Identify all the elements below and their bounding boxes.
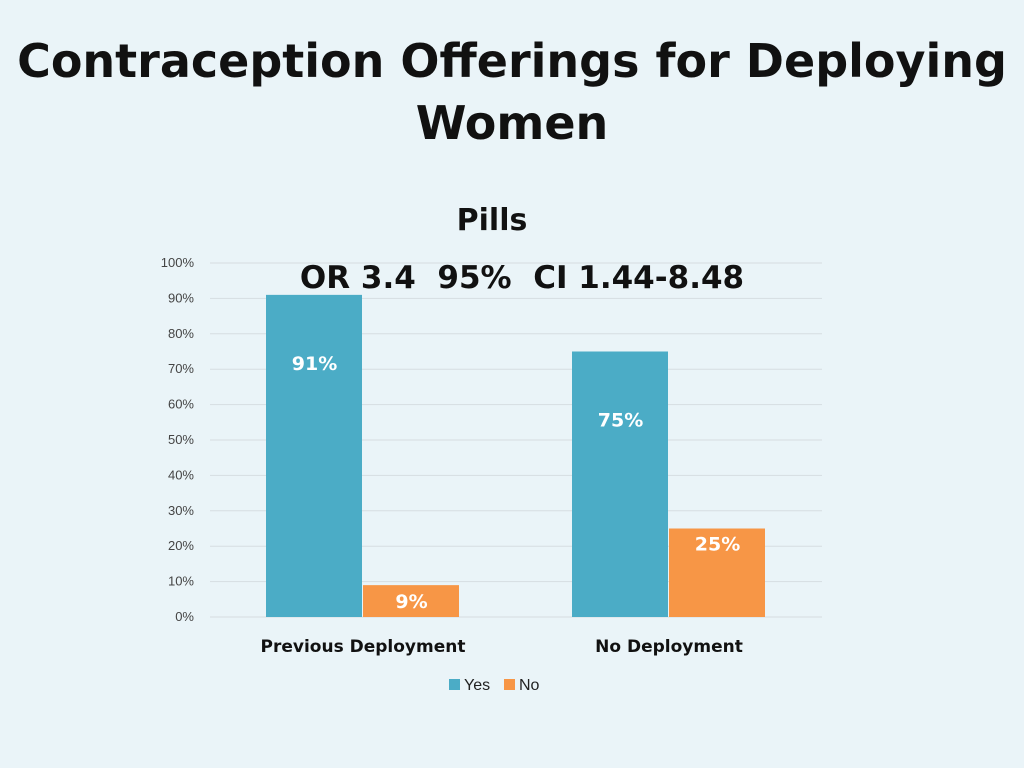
data-labels: 91% 9% 75% 25% [292, 353, 740, 613]
data-label: 75% [598, 410, 643, 432]
bar-yes-1 [266, 294, 362, 617]
y-tick-label: 100% [161, 255, 195, 270]
y-tick-label: 20% [168, 538, 194, 553]
y-tick-label: 50% [168, 432, 194, 447]
y-tick-label: 90% [168, 290, 194, 305]
legend: Yes No [449, 677, 540, 694]
data-label: 25% [695, 534, 740, 556]
y-tick-label: 40% [168, 467, 194, 482]
bars [266, 294, 765, 617]
y-tick-label: 60% [168, 397, 194, 412]
legend-swatch-no [504, 679, 515, 690]
y-axis-ticks: 0% 10% 20% 30% 40% 50% 60% 70% 80% 90% 100% [161, 255, 195, 624]
y-tick-label: 80% [168, 326, 194, 341]
y-tick-label: 30% [168, 503, 194, 518]
chart-subtitle: OR 3.4 95% CI 1.44-8.48 [300, 260, 744, 296]
legend-label-no: No [519, 677, 540, 694]
category-label: No Deployment [595, 637, 743, 657]
bar-yes-2 [572, 351, 668, 617]
legend-label-yes: Yes [464, 677, 490, 694]
slide-title: Contraception Offerings for Deploying Wo… [17, 34, 1007, 150]
y-tick-label: 70% [168, 361, 194, 376]
chart-title: Pills [457, 203, 528, 238]
legend-swatch-yes [449, 679, 460, 690]
bar-no-1 [363, 585, 459, 617]
data-label: 91% [292, 353, 337, 375]
y-tick-label: 10% [168, 574, 194, 589]
x-axis-categories: Previous Deployment No Deployment [261, 637, 743, 657]
bar-no-2 [669, 528, 765, 617]
y-tick-label: 0% [175, 609, 194, 624]
data-label: 9% [395, 591, 427, 613]
category-label: Previous Deployment [261, 637, 466, 657]
